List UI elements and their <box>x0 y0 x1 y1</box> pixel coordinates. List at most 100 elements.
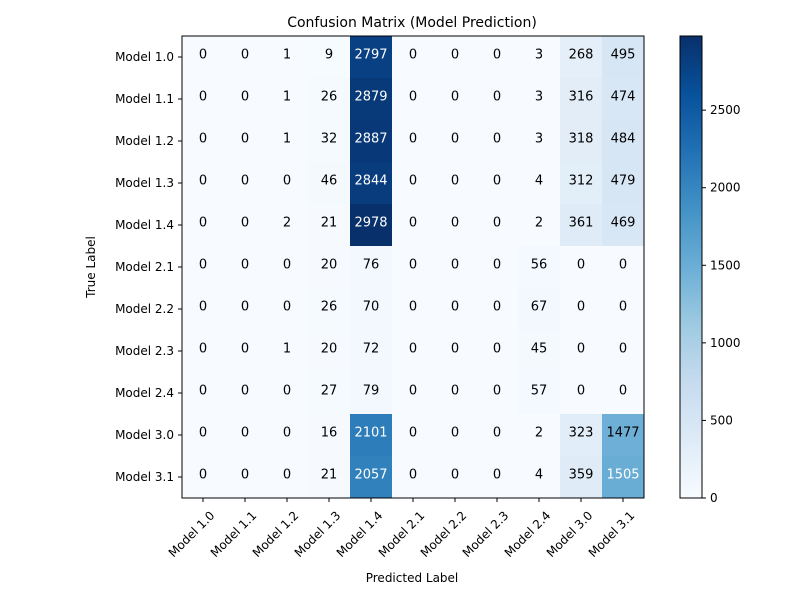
cell-value-label: 20 <box>321 342 338 357</box>
cell-value-label: 1505 <box>606 468 639 483</box>
cell-value-label: 0 <box>283 426 291 441</box>
heatmap-cell <box>392 162 435 205</box>
cell-value-label: 0 <box>577 342 585 357</box>
cell-value-label: 316 <box>569 90 594 105</box>
y-axis-ticks: Model 1.0 Model 1.1 Model 1.2 Model 1.3 Mode… <box>115 50 182 484</box>
cell-value-label: 0 <box>451 174 459 189</box>
cell-value-label: 0 <box>619 300 627 315</box>
cell-value-label: 0 <box>283 258 291 273</box>
cell-value-label: 3 <box>535 90 543 105</box>
cell-value-label: 2797 <box>354 48 387 63</box>
cell-value-label: 0 <box>493 300 501 315</box>
cell-value-label: 0 <box>451 48 459 63</box>
cell-value-label: 0 <box>409 174 417 189</box>
cell-value-label: 0 <box>619 342 627 357</box>
cell-value-label: 72 <box>363 342 380 357</box>
y-tick-label: Model 1.0 <box>115 50 174 64</box>
cell-value-label: 0 <box>493 258 501 273</box>
cell-value-label: 2844 <box>354 174 387 189</box>
cell-value-label: 2101 <box>354 426 387 441</box>
cell-value-label: 0 <box>199 90 207 105</box>
cell-value-label: 67 <box>531 300 548 315</box>
heatmap-cell <box>392 330 435 373</box>
heatmap-cell <box>308 36 351 79</box>
colorbar-tick-label: 2000 <box>710 181 741 195</box>
cell-value-label: 0 <box>199 384 207 399</box>
cell-value-label: 0 <box>241 384 249 399</box>
heatmap-cell <box>560 456 603 499</box>
cell-value-label: 0 <box>199 174 207 189</box>
cell-value-label: 57 <box>531 384 548 399</box>
heatmap-cell <box>350 456 393 499</box>
cell-value-label: 1 <box>283 48 291 63</box>
heatmap-cell <box>476 204 519 247</box>
cell-value-label: 26 <box>321 300 338 315</box>
cell-value-label: 2057 <box>354 468 387 483</box>
cell-value-label: 2 <box>535 216 543 231</box>
cell-value-label: 1 <box>283 132 291 147</box>
cell-value-label: 0 <box>409 132 417 147</box>
heatmap-cell <box>518 330 561 373</box>
cell-value-label: 56 <box>531 258 548 273</box>
cell-value-label: 0 <box>199 468 207 483</box>
cell-value-label: 27 <box>321 384 338 399</box>
colorbar-tick-label: 2500 <box>710 103 741 117</box>
cell-value-label: 268 <box>569 48 594 63</box>
cell-value-label: 0 <box>451 258 459 273</box>
cell-value-label: 474 <box>611 90 636 105</box>
y-tick-label: Model 2.4 <box>115 386 174 400</box>
heatmap-cell <box>266 204 309 247</box>
heatmap-cell <box>392 120 435 163</box>
heatmap-cell <box>266 288 309 331</box>
cell-value-label: 0 <box>199 258 207 273</box>
cell-value-label: 0 <box>409 216 417 231</box>
cell-value-label: 495 <box>611 48 636 63</box>
cell-value-label: 4 <box>535 468 543 483</box>
heatmap-cell <box>350 162 393 205</box>
heatmap-cell <box>182 456 225 499</box>
colorbar-tick-label: 1000 <box>710 336 741 350</box>
heatmap-cell <box>266 120 309 163</box>
heatmap-cell <box>266 78 309 121</box>
cell-value-label: 312 <box>569 174 594 189</box>
heatmap-cell <box>392 246 435 289</box>
heatmap-cell <box>182 36 225 79</box>
heatmap-cell <box>224 120 267 163</box>
heatmap-cell <box>182 330 225 373</box>
cell-value-label: 0 <box>493 90 501 105</box>
heatmap-cell <box>518 288 561 331</box>
heatmap-cell <box>308 414 351 457</box>
cell-value-label: 0 <box>493 48 501 63</box>
heatmap-cell <box>602 372 645 415</box>
heatmap-cell <box>350 414 393 457</box>
heatmap-cell <box>518 414 561 457</box>
cell-value-label: 2 <box>283 216 291 231</box>
cell-value-label: 0 <box>577 300 585 315</box>
cell-value-label: 0 <box>241 300 249 315</box>
heatmap-cell <box>182 78 225 121</box>
cell-value-label: 0 <box>409 384 417 399</box>
heatmap-cell <box>308 78 351 121</box>
cell-value-label: 0 <box>199 426 207 441</box>
cell-value-label: 45 <box>531 342 548 357</box>
heatmap-cell <box>392 36 435 79</box>
heatmap-cell <box>602 36 645 79</box>
heatmap-cell <box>350 78 393 121</box>
heatmap-cell <box>476 36 519 79</box>
heatmap-cell <box>560 288 603 331</box>
cell-value-label: 0 <box>241 216 249 231</box>
cell-value-label: 21 <box>321 468 338 483</box>
heatmap-cell <box>308 246 351 289</box>
heatmap-cell <box>560 162 603 205</box>
cell-value-label: 32 <box>321 132 338 147</box>
heatmap-cell <box>224 36 267 79</box>
colorbar-ticks: 0 500 1000 1500 2000 2500 <box>702 103 741 505</box>
cell-value-label: 16 <box>321 426 338 441</box>
y-tick-label: Model 2.3 <box>115 344 174 358</box>
heatmap-cell <box>434 120 477 163</box>
cell-value-label: 20 <box>321 258 338 273</box>
heatmap-cell <box>560 414 603 457</box>
heatmap-cell <box>434 36 477 79</box>
